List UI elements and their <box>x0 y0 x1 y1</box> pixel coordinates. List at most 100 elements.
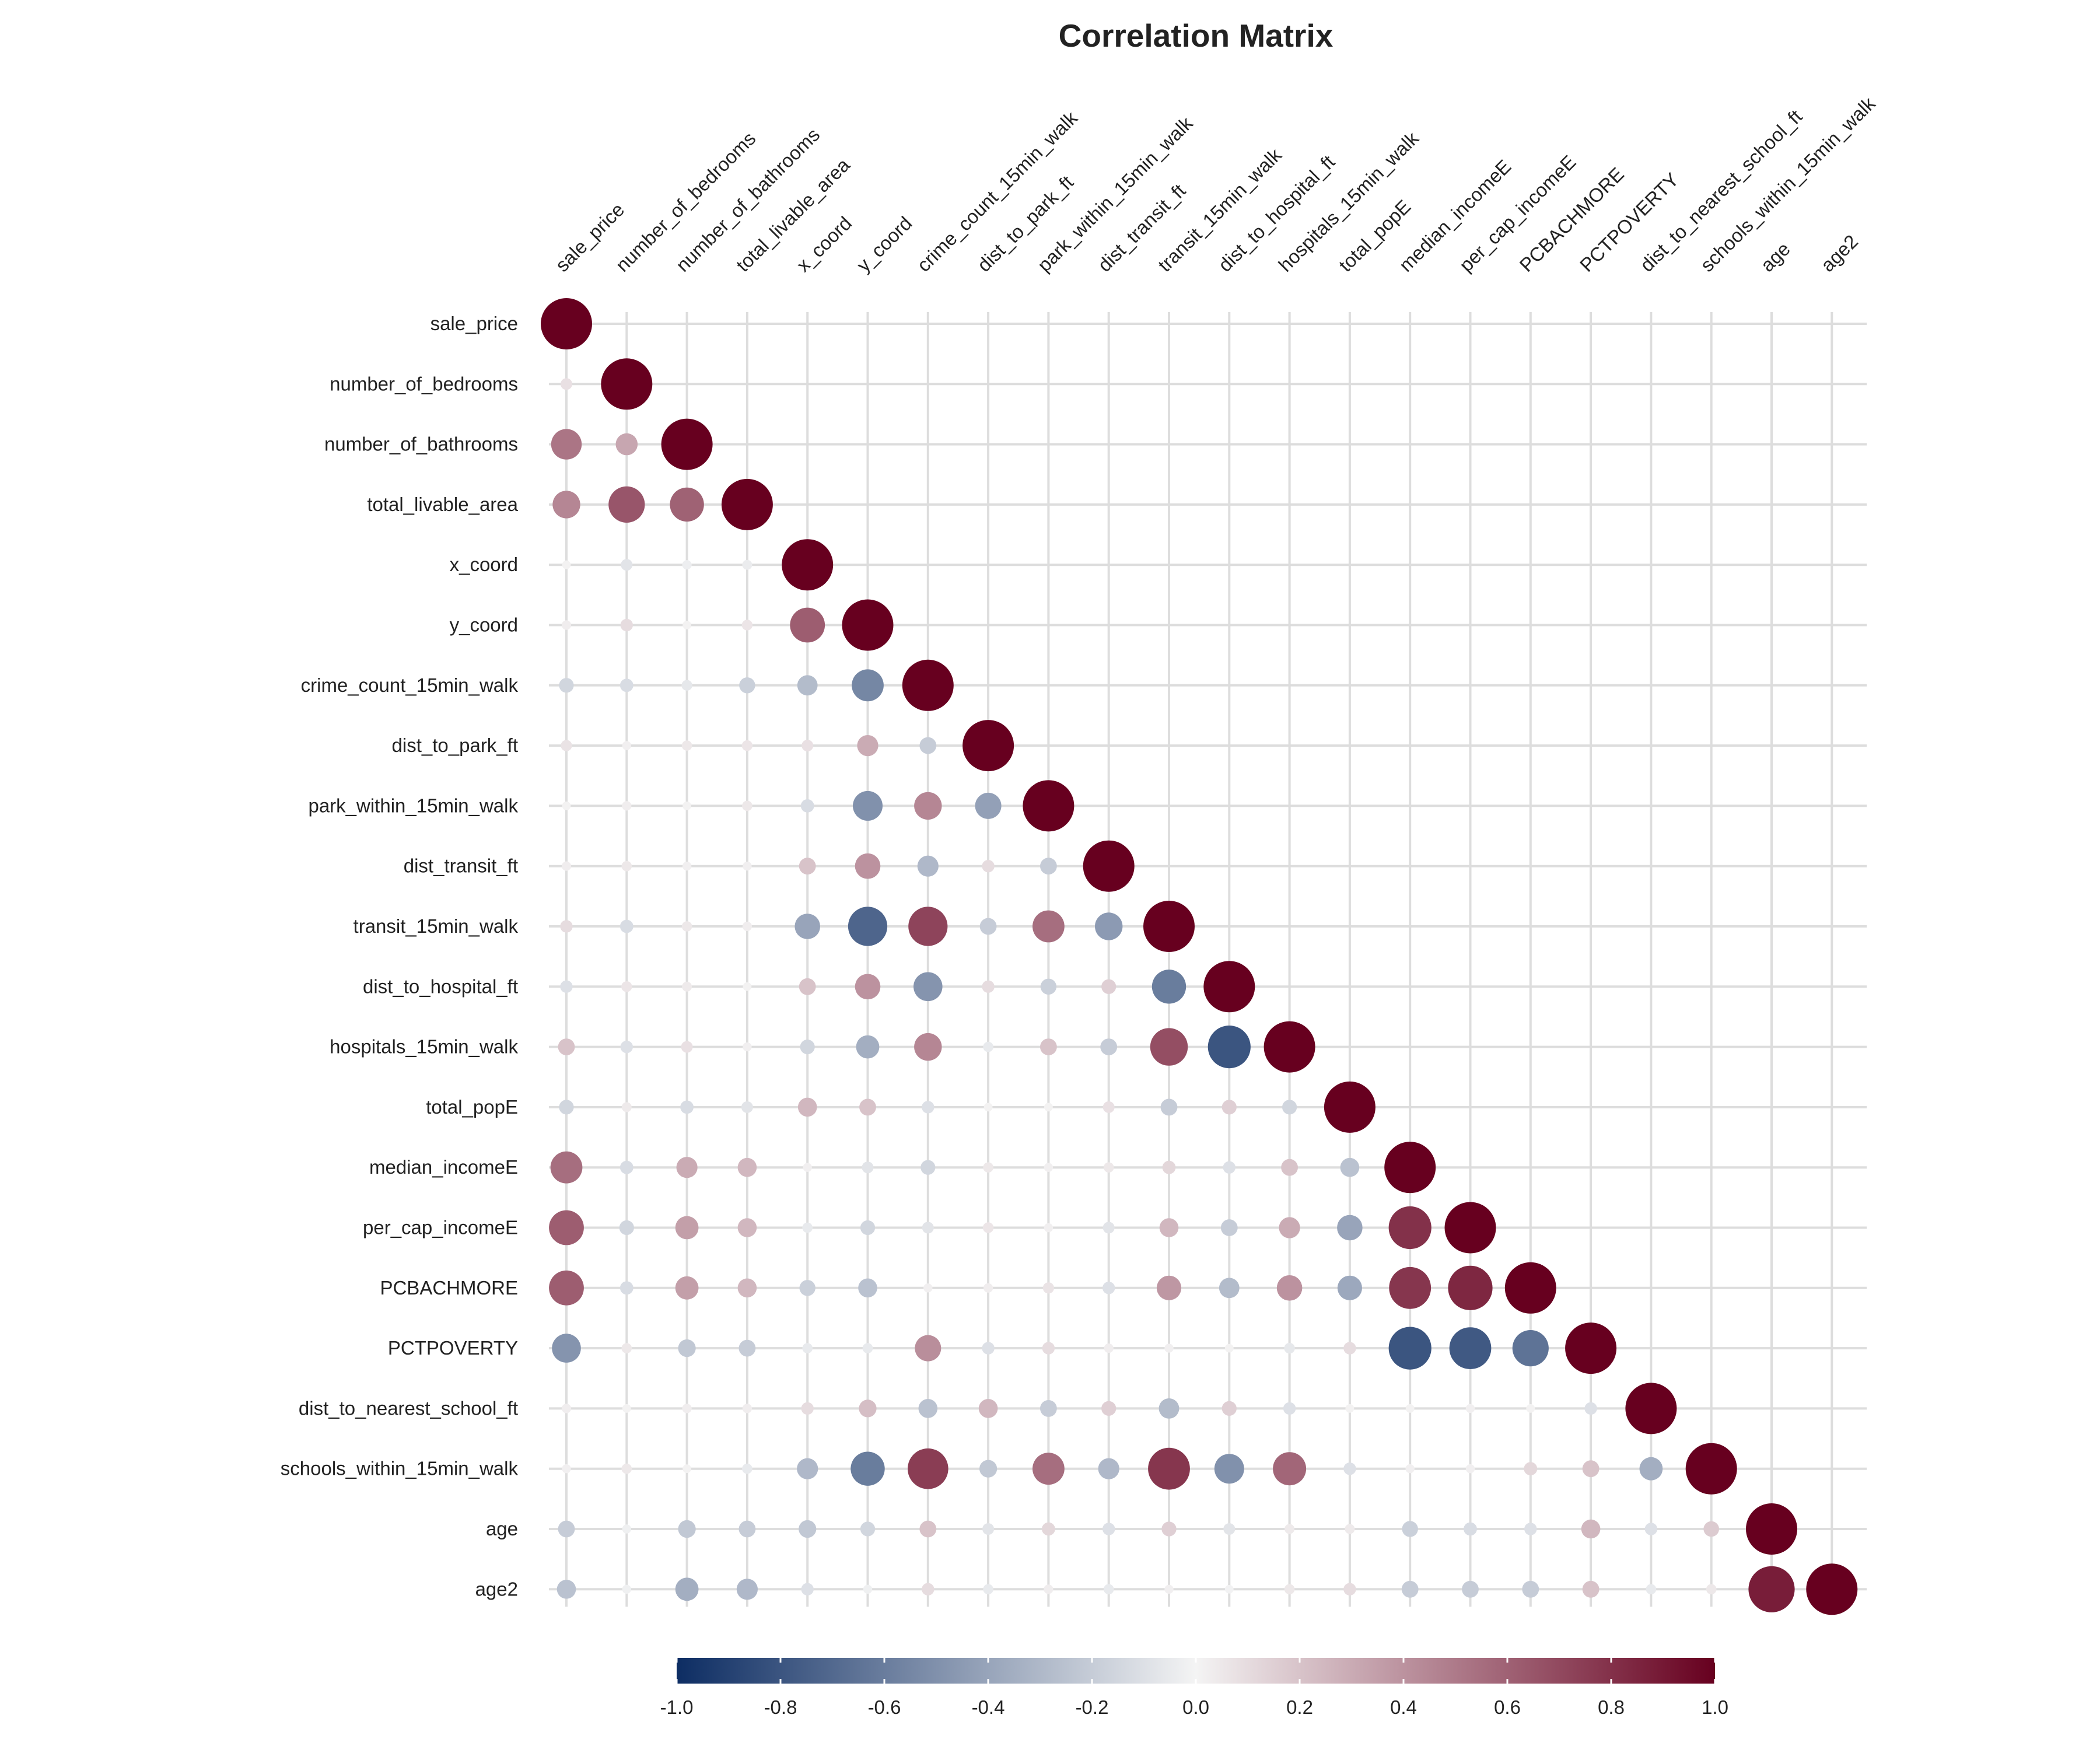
correlation-cell <box>1526 1404 1535 1413</box>
correlation-cell <box>1042 1342 1055 1355</box>
correlation-cell <box>1100 1038 1118 1055</box>
correlation-cell <box>682 981 692 992</box>
correlation-cell <box>1685 1443 1737 1495</box>
correlation-cell <box>859 1098 876 1116</box>
correlation-cell <box>681 1041 693 1053</box>
correlation-cell <box>1276 1275 1303 1301</box>
correlation-cell <box>743 982 752 991</box>
correlation-cell <box>1504 1262 1556 1314</box>
correlation-cell <box>982 1222 994 1233</box>
correlation-cell <box>1337 1275 1362 1300</box>
correlation-cell <box>982 1523 995 1535</box>
colorbar-tick-label: 0.2 <box>1286 1696 1313 1718</box>
correlation-cell <box>608 486 645 523</box>
correlation-cell <box>802 740 814 752</box>
correlation-cell <box>561 740 572 751</box>
correlation-cell <box>922 1101 935 1114</box>
correlation-cell <box>682 802 691 810</box>
correlation-cell <box>1159 1218 1179 1237</box>
correlation-cell <box>802 1343 813 1353</box>
correlation-cell <box>979 918 997 935</box>
correlation-cell <box>1203 961 1255 1013</box>
row-label: hospitals_15min_walk <box>330 1036 518 1058</box>
correlation-cell <box>615 433 638 456</box>
correlation-cell <box>1102 1222 1115 1234</box>
correlation-cell <box>1284 1342 1295 1354</box>
correlation-cell <box>1160 1098 1178 1116</box>
row-label: transit_15min_walk <box>354 915 519 937</box>
correlation-cell <box>915 1335 942 1362</box>
correlation-cell <box>560 920 573 933</box>
correlation-cell <box>1581 1519 1601 1539</box>
correlation-cell <box>848 907 888 946</box>
correlation-cell <box>1222 1100 1237 1115</box>
correlation-cell <box>682 1464 691 1474</box>
correlation-cell <box>1522 1580 1539 1598</box>
correlation-cell <box>1389 1266 1432 1309</box>
correlation-cell <box>797 1458 818 1479</box>
correlation-cell <box>1279 1217 1300 1238</box>
correlation-cell <box>1806 1563 1858 1615</box>
correlation-cell <box>1103 1584 1114 1595</box>
row-label: number_of_bedrooms <box>330 373 518 394</box>
colorbar-tick-label: 1.0 <box>1702 1696 1728 1718</box>
row-label: age <box>486 1518 518 1539</box>
correlation-cell <box>721 478 773 530</box>
correlation-cell <box>742 1463 752 1474</box>
correlation-cell <box>1095 912 1123 940</box>
correlation-cell <box>678 1520 696 1538</box>
correlation-cell <box>799 1280 816 1296</box>
correlation-cell <box>675 1216 699 1240</box>
colorbar-tick-label: -0.8 <box>764 1696 797 1718</box>
correlation-cell <box>1223 1523 1236 1535</box>
correlation-cell <box>1040 978 1057 995</box>
correlation-cell <box>559 1100 574 1115</box>
correlation-cell <box>1150 1028 1188 1066</box>
correlation-cell <box>914 792 942 820</box>
correlation-cell <box>1208 1026 1251 1069</box>
column-label: total_livable_area <box>732 153 855 276</box>
correlation-cell <box>1044 1584 1054 1594</box>
row-label: schools_within_15min_walk <box>281 1458 519 1479</box>
correlation-cell <box>979 1460 998 1478</box>
correlation-cell <box>681 680 692 691</box>
correlation-cell <box>1384 1142 1436 1194</box>
correlation-cell <box>742 921 752 932</box>
correlation-cell <box>1464 1522 1477 1536</box>
correlation-cell <box>560 980 573 993</box>
correlation-cell <box>1524 1462 1538 1476</box>
correlation-cell <box>1102 1523 1115 1535</box>
correlation-cell <box>682 1404 692 1413</box>
correlation-cell <box>1345 1404 1354 1413</box>
correlation-cell <box>1582 1460 1600 1478</box>
correlation-cell <box>556 1580 576 1599</box>
row-label: dist_to_nearest_school_ft <box>299 1397 518 1419</box>
correlation-cell <box>680 1100 694 1114</box>
correlation-cell <box>737 1218 757 1237</box>
correlation-cell <box>551 429 582 460</box>
correlation-cell <box>541 298 592 349</box>
correlation-cell <box>1345 1524 1355 1534</box>
correlation-cell <box>1040 1400 1057 1417</box>
correlation-cell <box>1219 1278 1240 1299</box>
column-label: x_coord <box>792 212 856 276</box>
correlation-cell <box>621 1102 632 1112</box>
correlation-cell <box>620 678 634 692</box>
correlation-cell <box>1103 1162 1114 1173</box>
correlation-cell <box>561 378 572 390</box>
correlation-cell <box>1164 1584 1174 1594</box>
correlation-cell <box>552 491 580 519</box>
correlation-circles <box>541 298 1858 1615</box>
colorbar: -1.0 -0.8 -0.6 -0.4 -0.2 0.0 0.2 0.4 0.6 0.8 1.0 <box>660 1658 1728 1718</box>
correlation-cell <box>1220 1219 1238 1236</box>
correlation-cell <box>782 539 834 591</box>
correlation-cell <box>1264 1021 1315 1073</box>
correlation-cell <box>1565 1322 1617 1374</box>
correlation-cell <box>681 921 692 932</box>
row-label: age2 <box>475 1578 518 1600</box>
correlation-cell <box>1465 1404 1475 1413</box>
correlation-cell <box>1402 1521 1418 1537</box>
column-label: per_cap_incomeE <box>1455 151 1580 276</box>
